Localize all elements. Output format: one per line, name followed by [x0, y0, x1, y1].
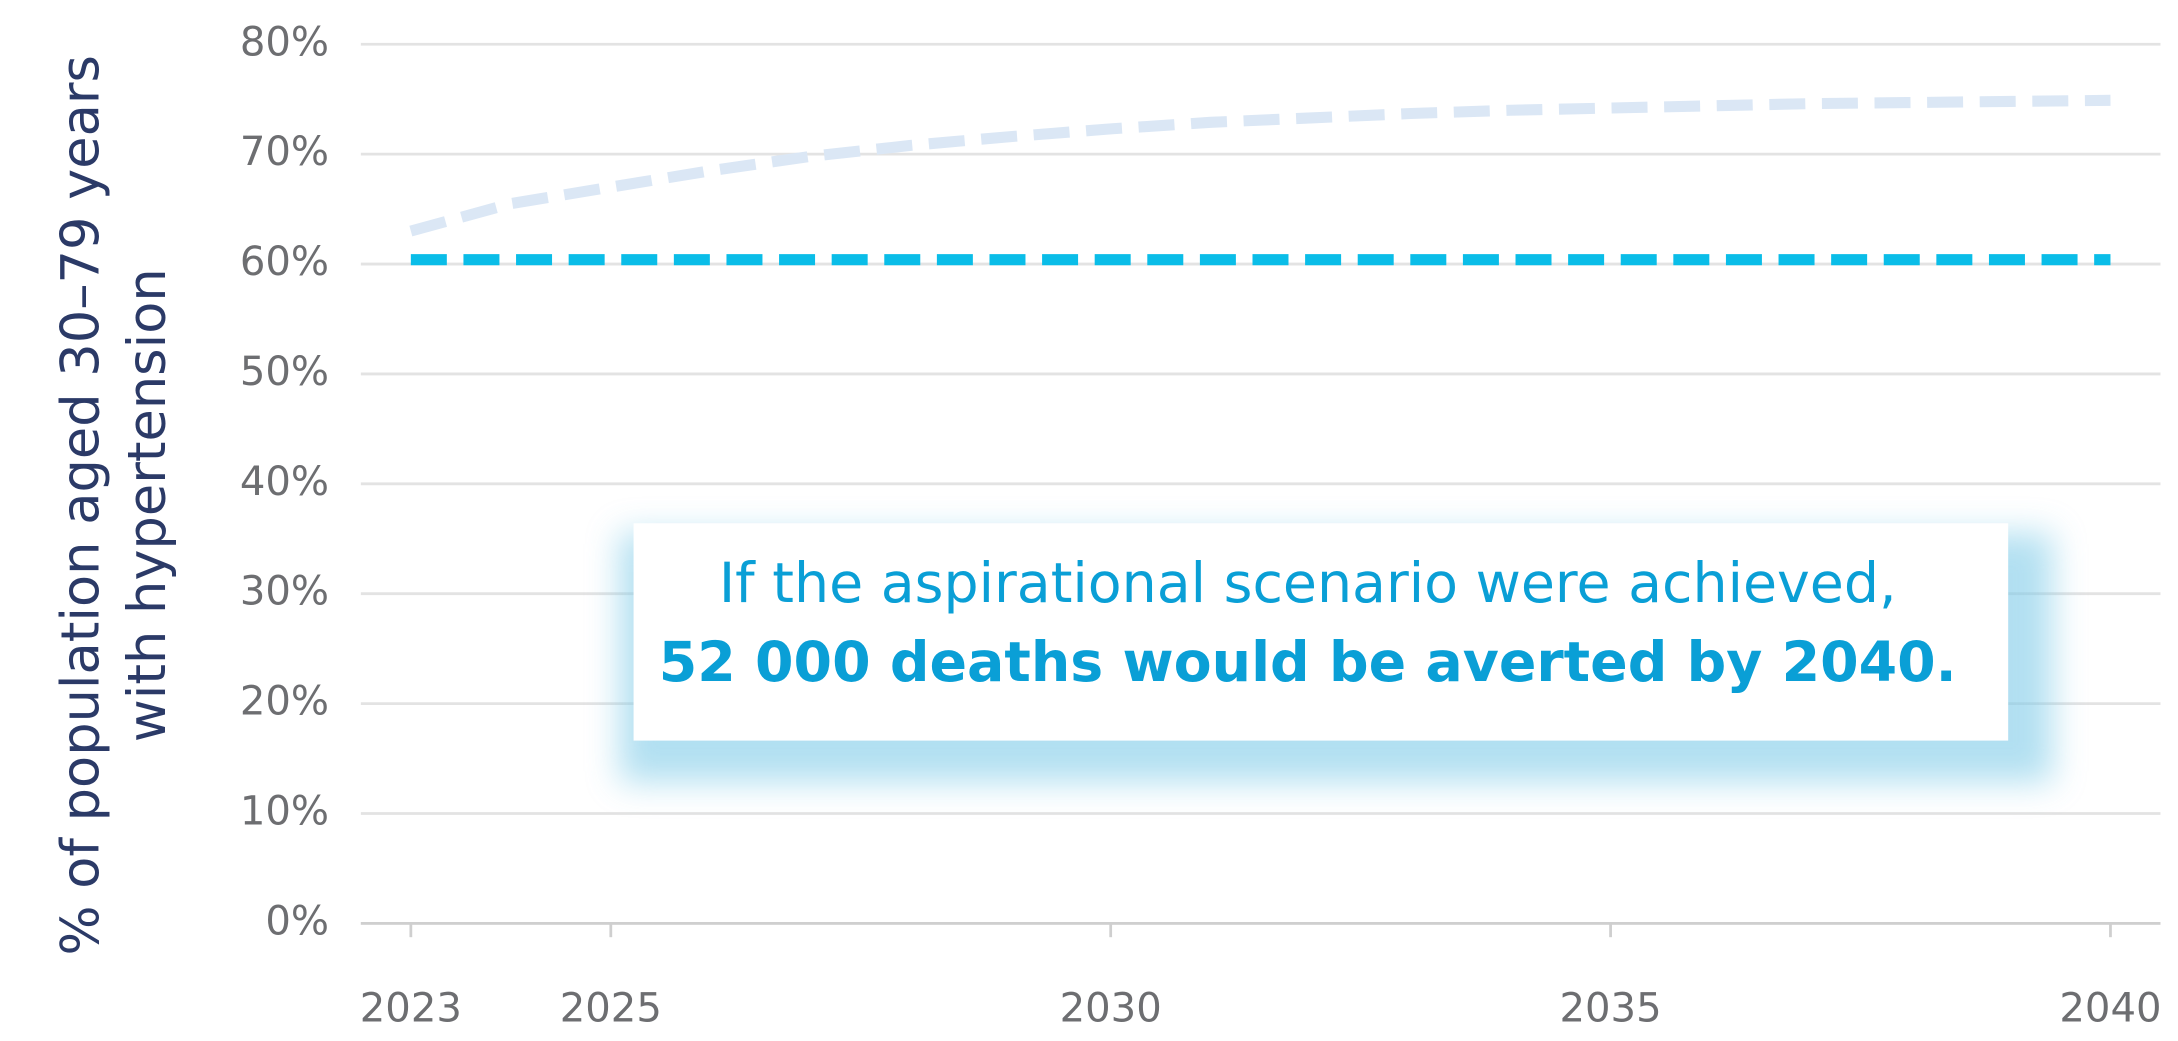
annotation-box	[633, 523, 2009, 741]
y-tick-label: 60%	[240, 239, 329, 285]
annotation-line: 52 000 deaths would be averted by 2040.	[659, 631, 1957, 695]
y-tick-label: 10%	[240, 788, 329, 834]
y-tick-label: 0%	[265, 898, 329, 944]
y-tick-label: 30%	[240, 569, 329, 615]
x-tick-label: 2023	[360, 986, 462, 1032]
x-tick-label: 2030	[1060, 986, 1162, 1032]
y-tick-label: 80%	[240, 19, 329, 65]
y-axis-label: % of population aged 30–79 years with hy…	[51, 55, 178, 955]
y-axis-label-line: % of population aged 30–79 years	[51, 55, 112, 955]
x-tick-label: 2035	[1560, 986, 1662, 1032]
y-tick-label: 70%	[240, 129, 329, 175]
x-tick-label: 2040	[2059, 986, 2161, 1032]
annotation: If the aspirational scenario were achiev…	[619, 523, 2053, 783]
y-tick-label: 40%	[240, 459, 329, 505]
series-line	[409, 94, 2111, 237]
lines	[409, 94, 2111, 266]
y-tick-label: 20%	[240, 679, 329, 725]
y-axis-label-line: with hypertension	[117, 268, 178, 742]
annotation-line: If the aspirational scenario were achiev…	[719, 552, 1897, 616]
y-tick-label: 50%	[240, 349, 329, 395]
x-tick-label: 2025	[560, 986, 662, 1032]
